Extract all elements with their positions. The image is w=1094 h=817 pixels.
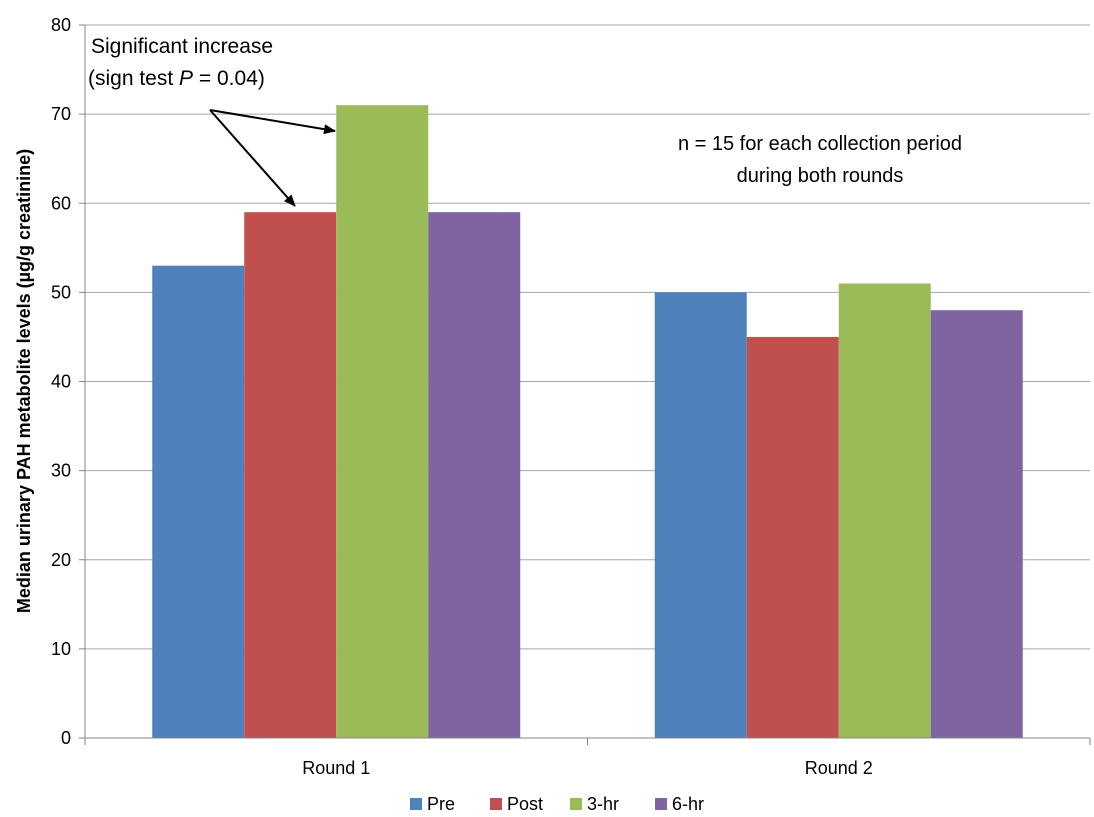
significance-annotation: Significant increase (sign test P = 0.04… [88,35,336,207]
y-tick-label: 30 [51,461,71,481]
y-axis-label: Median urinary PAH metabolite levels (µg… [14,149,34,613]
bar-round-2-3-hr [838,283,931,738]
bar-round-1-6-hr [428,212,521,739]
significance-text-line2: (sign test P = 0.04) [88,67,265,90]
bar-round-2-post [746,336,839,738]
y-tick-label: 60 [51,193,71,213]
y-tick-label: 40 [51,372,71,392]
bars [152,105,1023,739]
significance-text-prefix: (sign test [88,67,179,90]
bar-round-1-3-hr [336,105,429,738]
arrow-to-3hr [209,109,336,135]
arrow-to-post [209,109,296,207]
axes [79,24,1091,745]
y-tick-label: 10 [51,639,71,659]
y-tick-label: 70 [51,104,71,124]
bar-round-1-pre [152,265,245,738]
bar-round-2-6-hr [930,310,1023,738]
bar-round-1-post [244,212,337,739]
note-line2: during both rounds [737,165,904,187]
legend-swatch-6-hr [655,798,667,810]
legend-swatch-pre [410,798,422,810]
legend-swatch-3-hr [570,798,582,810]
tick-labels: 0 10 20 30 40 50 60 70 80 Round 1 Round 2 [51,15,873,778]
y-tick-label: 20 [51,550,71,570]
y-tick-label: 50 [51,282,71,302]
legend-label-pre: Pre [427,794,455,814]
legend-label-post: Post [507,794,543,814]
y-tick-label: 80 [51,15,71,35]
legend-swatch-post [490,798,502,810]
legend-label-3-hr: 3-hr [587,794,619,814]
x-tick-label: Round 1 [302,758,370,778]
sample-size-note: n = 15 for each collection period during… [678,133,962,187]
note-line1: n = 15 for each collection period [678,133,962,155]
x-tick-label: Round 2 [805,758,873,778]
significance-text-suffix: = 0.04) [193,67,265,90]
legend: Pre Post 3-hr 6-hr [410,794,704,814]
significance-text-p: P [179,67,193,90]
legend-label-6-hr: 6-hr [672,794,704,814]
bar-round-2-pre [654,292,747,738]
significance-text-line1: Significant increase [91,35,273,58]
y-tick-label: 0 [61,728,71,748]
